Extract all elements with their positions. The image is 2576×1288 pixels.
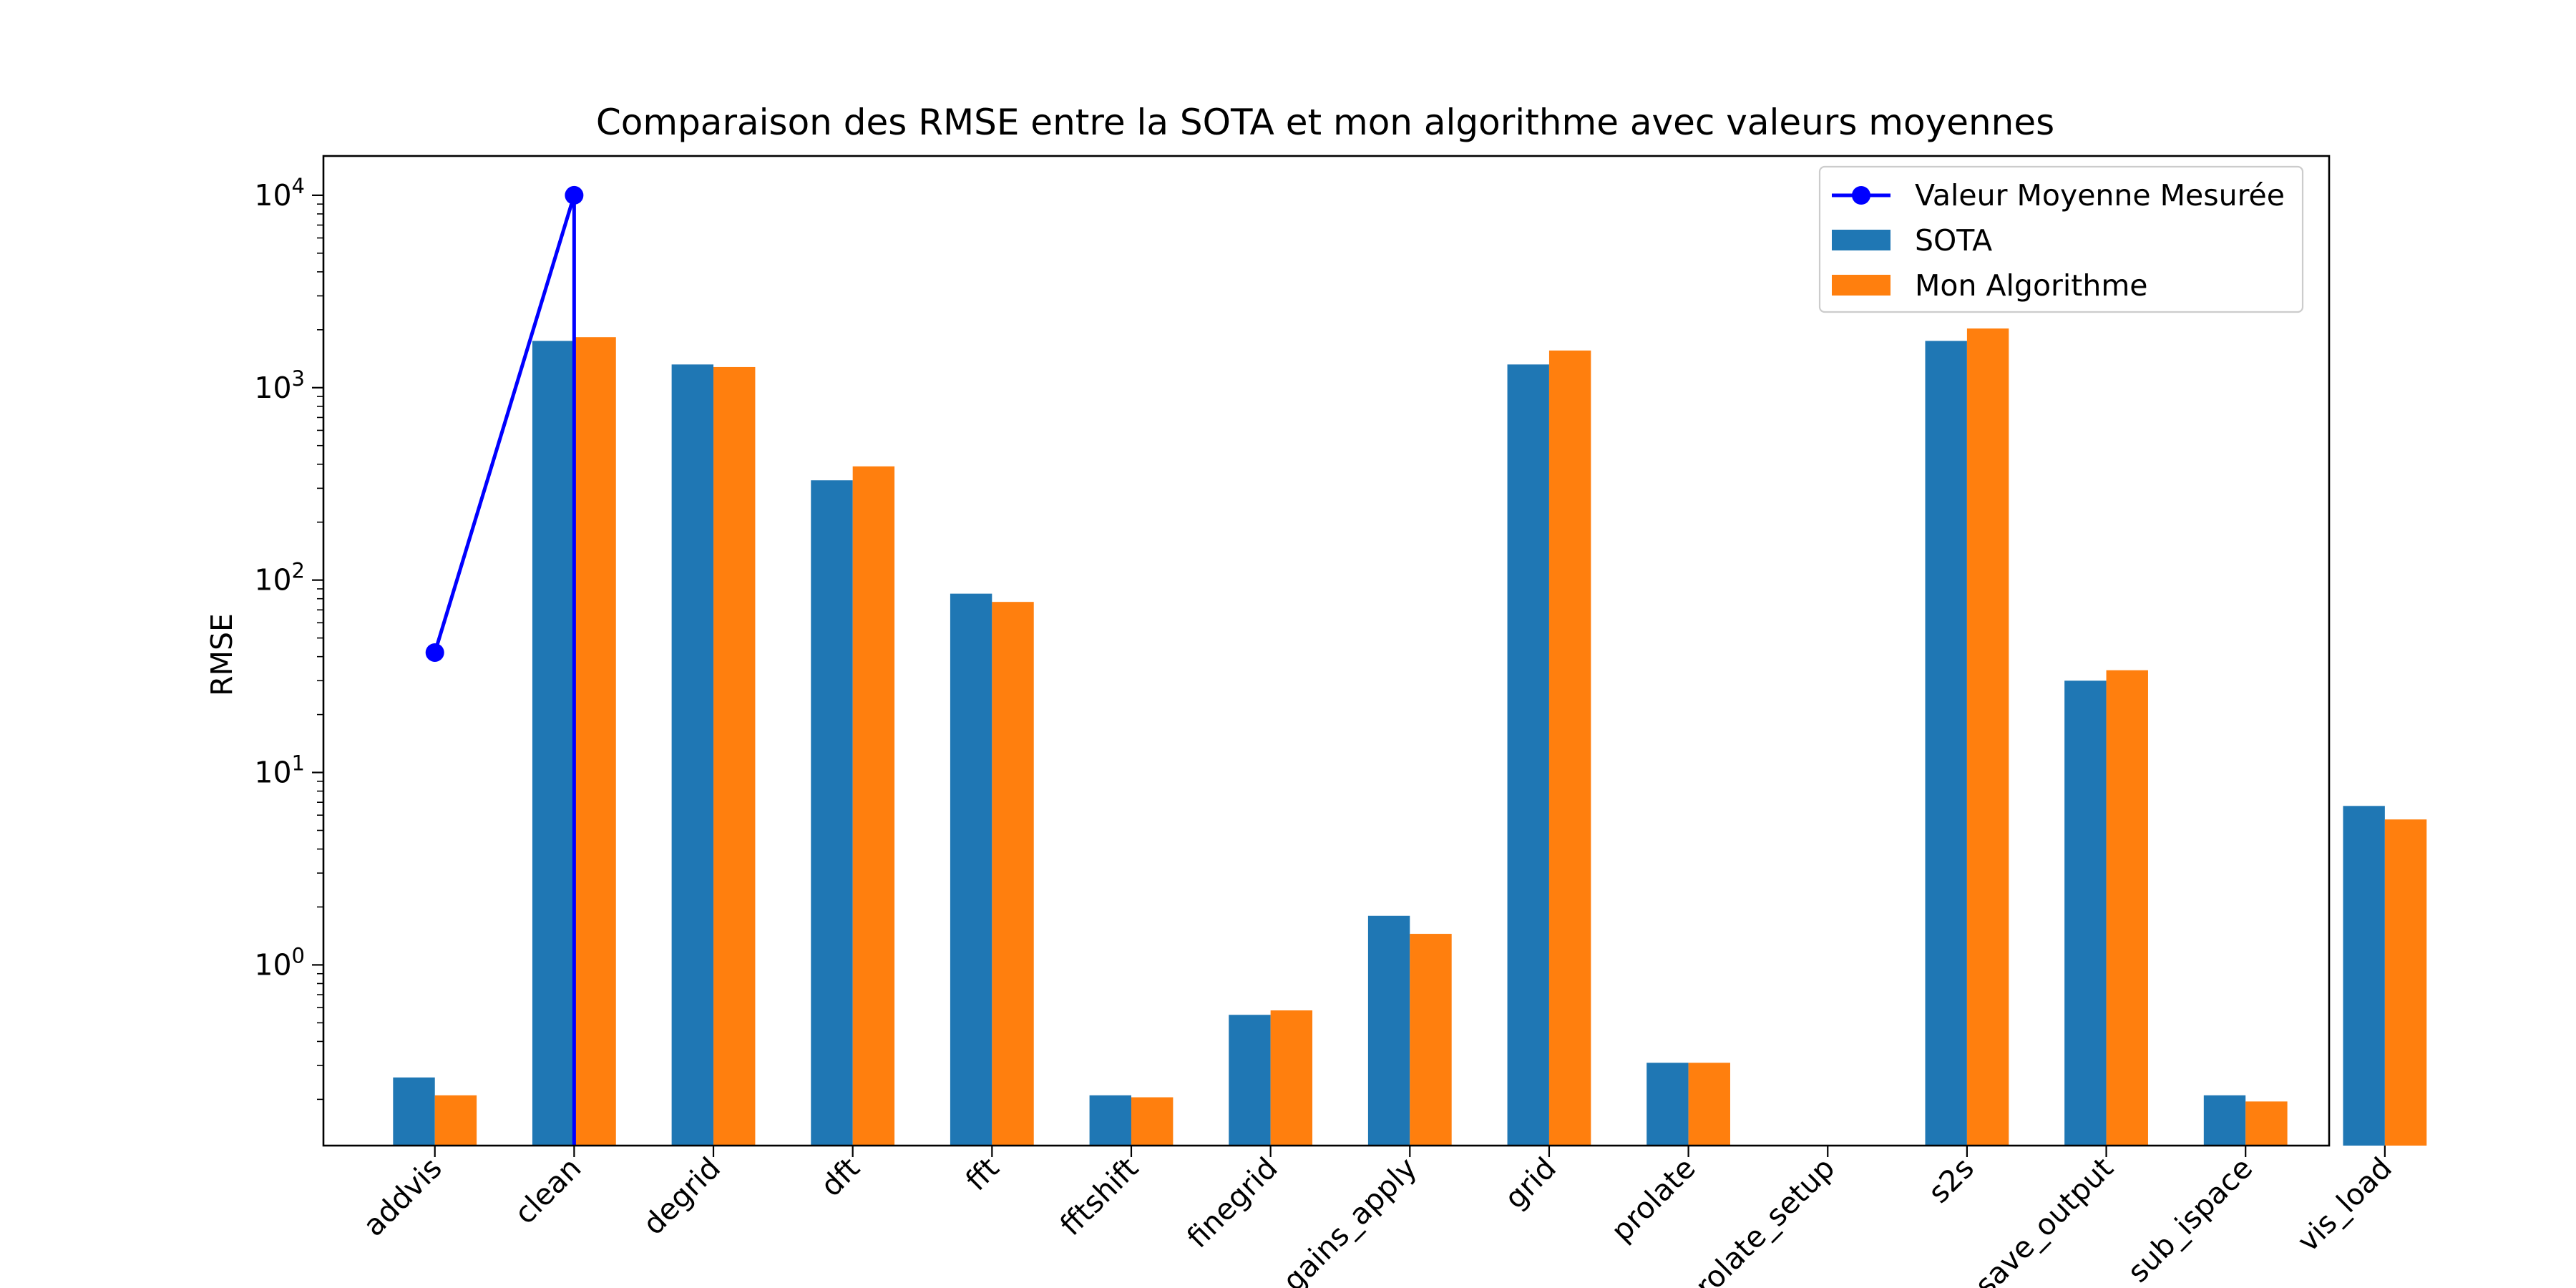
bar-mon-algorithme-sub_ispace — [2245, 1101, 2288, 1146]
legend-box — [1818, 165, 2304, 313]
bar-sota-finegrid — [1229, 1015, 1271, 1146]
bar-mon-algorithme-addvis — [434, 1095, 477, 1146]
bar-mon-algorithme-s2s — [1966, 328, 2009, 1146]
bar-sota-gains_apply — [1367, 915, 1410, 1146]
y-tick-label-2: 102 — [254, 559, 305, 597]
bar-mon-algorithme-gains_apply — [1410, 934, 1452, 1146]
bar-sota-prolate — [1646, 1063, 1689, 1146]
bar-sota-degrid — [671, 364, 714, 1146]
legend-marker-valeur-moyenne-mesur-e — [1852, 186, 1870, 205]
bar-mon-algorithme-save_output — [2106, 670, 2148, 1146]
bar-sota-sub_ispace — [2203, 1095, 2246, 1146]
legend-label-sota: SOTA — [1915, 223, 1992, 258]
legend-label-mon-algorithme: Mon Algorithme — [1915, 268, 2148, 303]
bar-sota-s2s — [1925, 341, 1967, 1146]
bar-sota-addvis — [393, 1077, 435, 1146]
bar-mon-algorithme-fft — [992, 602, 1034, 1146]
bar-mon-algorithme-dft — [852, 466, 895, 1146]
bar-sota-save_output — [2064, 680, 2107, 1146]
legend-swatch-mon-algorithme — [1832, 275, 1890, 296]
axes-frame — [322, 155, 2331, 1147]
bar-sota-grid — [1507, 364, 1549, 1146]
y-axis-ticks: 100 101 102 103 104 — [254, 174, 323, 1101]
bars-layer — [393, 328, 2427, 1146]
mean-value-marker-clean — [565, 185, 584, 205]
bar-sota-clean — [532, 341, 575, 1146]
legend-label-valeur-moyenne-mesur-e: Valeur Moyenne Mesurée — [1915, 178, 2285, 213]
bar-mon-algorithme-fftshift — [1131, 1097, 1174, 1146]
y-tick-label-1: 101 — [254, 751, 305, 790]
bar-mon-algorithme-vis_load — [2384, 819, 2427, 1146]
mean-value-marker-addvis — [425, 643, 444, 662]
legend: Valeur Moyenne Mesurée SOTA Mon Algorithme — [1818, 165, 2304, 313]
chart-title: Comparaison des RMSE entre la SOTA et mo… — [596, 102, 2054, 143]
mean-value-line-layer — [425, 185, 584, 1146]
y-tick-label-0: 100 — [254, 943, 305, 982]
bar-mon-algorithme-grid — [1548, 350, 1591, 1146]
y-axis-label: RMSE — [205, 613, 239, 696]
bar-mon-algorithme-prolate — [1688, 1063, 1730, 1146]
legend-swatch-sota — [1832, 230, 1890, 250]
y-tick-label-4: 104 — [254, 174, 305, 213]
bar-sota-fftshift — [1089, 1095, 1131, 1146]
bar-sota-vis_load — [2343, 806, 2385, 1146]
bar-sota-dft — [811, 480, 853, 1146]
bar-mon-algorithme-finegrid — [1270, 1010, 1313, 1146]
bar-sota-fft — [950, 593, 992, 1146]
bar-mon-algorithme-clean — [574, 337, 616, 1146]
bar-mon-algorithme-degrid — [713, 366, 756, 1146]
y-tick-label-3: 103 — [254, 366, 305, 405]
